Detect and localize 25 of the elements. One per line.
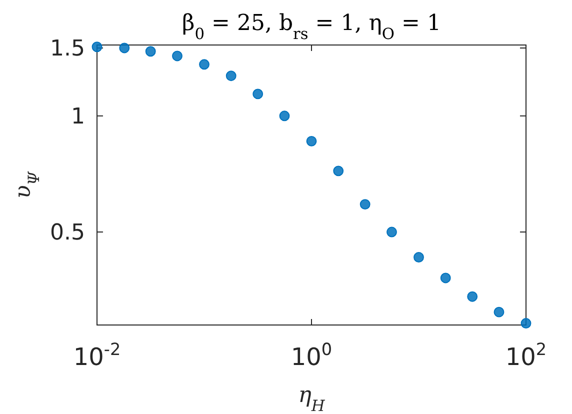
point [119,42,130,54]
point [172,50,182,62]
y-tick-label: 0.5 [50,220,85,246]
point [252,88,264,100]
y-tick-label: 1.5 [50,36,85,62]
x-tick-label: 10$^{0}$ [290,339,332,371]
point [386,226,397,238]
point [414,252,424,262]
y-tick-label: 1 [71,104,85,130]
point [145,46,156,57]
x-axis-title: η$_{H}$ [298,383,326,414]
point [226,70,236,82]
point [306,136,317,146]
point [440,272,451,284]
x-tick-label: 10$^{2}$ [505,339,547,371]
chart-title: β$_{0}$ = 25, b$_{rs}$ = 1, η$_{O}$ = 1 [182,11,441,43]
x-tick-label: 10$^{-2}$ [73,339,121,371]
point [360,199,370,210]
point [467,291,478,302]
point [494,306,504,318]
point [333,166,344,176]
point [92,42,102,52]
point [199,59,210,70]
point [520,318,532,328]
point [279,110,290,122]
